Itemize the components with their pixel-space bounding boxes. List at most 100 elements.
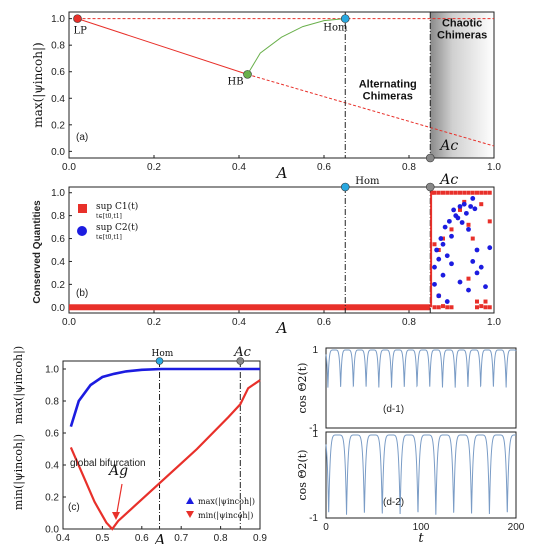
panel-a-ylabel: max(|ψincoh|) [31,42,45,127]
blue-dot-point-3 [438,236,444,241]
legend-c2-text: sup C2(t) [96,222,138,233]
red-square-point-37 [483,299,488,304]
panel-d1: 1 -1 (d-1) cos Θ2(t) [296,345,517,434]
panel-a-xlabel: A [275,164,288,182]
blue-dot-point-17 [468,204,474,209]
panel-d2-xtick-0: 0 [323,522,329,533]
panel-d2-ytick-bottom: -1 [309,513,318,524]
panel-b-ytick-5: 1.0 [51,188,65,199]
red-square-point-35 [466,276,471,281]
marker-label-lp: LP [74,26,88,37]
panel-d1-series-line [325,349,517,388]
red-square-point-22 [470,236,475,241]
panel-b-marker-label-ac: Ac [438,172,458,188]
panel-c: 0.0 0.2 0.4 0.6 0.8 1.0 0.4 0.5 0.6 0.7 0.8 0.9 Hom… [12,345,267,544]
panel-b-frame [68,186,495,314]
red-square-point-14 [487,190,492,195]
red-square-point-15 [432,242,437,247]
red-square-point-5 [449,190,454,195]
red-square-point-7 [458,190,462,195]
blue-dot-point-20 [474,247,480,253]
blue-dot-point-27 [466,287,471,293]
marker-hom [340,14,350,23]
panel-b-baseline [69,304,431,311]
red-square-point-0 [430,190,435,195]
panel-a-ytick-4: 0.8 [51,41,65,52]
blue-dot-point-23 [487,245,493,251]
panel-c-ytick-1: 0.2 [45,493,59,504]
blue-dot-point-16 [466,226,471,232]
red-square-point-28 [445,305,450,310]
red-square-point-19 [458,207,462,212]
panel-b-marker-ac [425,182,435,192]
panel-c-marker-label-ac: Ac [233,345,251,360]
blue-dot-point-7 [446,218,452,224]
panel-d2-frame [325,431,517,519]
blue-dot-point-31 [444,299,450,304]
red-square-point-36 [475,299,479,304]
panel-a-ytick-3: 0.6 [51,67,65,78]
panel-a-solid-red-upper [77,18,248,75]
panel-b-ytick-1: 0.2 [51,280,65,291]
panel-a-markers: LP HB Hom Ac [73,14,458,163]
red-square-point-6 [453,190,458,195]
blue-dot-point-5 [442,224,448,230]
panel-d1-ytick-bottom: -1 [309,423,318,434]
blue-dot-point-18 [470,196,476,201]
blue-dot-point-14 [461,201,467,207]
red-square-point-8 [462,190,467,195]
panel-b-marker-hom [340,182,350,192]
red-square-point-21 [466,222,471,227]
panel-b-marker-label-hom: Hom [355,176,380,187]
panel-d2-xtick-100: 100 [413,522,430,533]
region-label-chaotic-2: Chimeras [437,30,487,42]
legend-square-marker [78,204,87,213]
panel-d2-ytick-top: 1 [312,429,318,440]
panel-a: 0.0 0.2 0.4 0.6 0.8 1.0 0.0 0.2 0.4 0.6 0.8 1.0 LP H… [31,11,501,182]
blue-dot-point-2 [436,256,442,262]
panel-c-data [69,361,261,531]
panel-a-green-curve [247,18,346,75]
panel-b-ytick-0: 0.0 [51,303,65,314]
panel-d1-ylabel: cos Θ2(t) [296,363,309,414]
global-bifurcation-label: global bifurcation [70,458,146,469]
blue-dot-point-1 [434,247,440,253]
blue-dot-point-12 [457,204,463,209]
panel-c-max-curve [69,367,260,427]
blue-dot-point-13 [459,220,465,225]
panel-a-ticks: 0.0 0.2 0.4 0.6 0.8 1.0 0.0 0.2 0.4 0.6 0.8 1.0 [51,14,501,173]
panel-a-xtick-3: 0.6 [317,162,331,173]
blue-dot-point-21 [478,264,484,270]
red-square-point-10 [470,190,475,195]
red-square-point-4 [445,190,450,195]
region-label-chaotic: Chaotic [442,18,482,30]
panel-b-ytick-4: 0.8 [51,211,65,222]
red-square-point-26 [436,305,441,310]
red-square-point-11 [475,190,479,195]
panel-c-ticks: 0.0 0.2 0.4 0.6 0.8 1.0 0.4 0.5 0.6 0.7 0.8 0.9 [45,365,267,544]
blue-dot-point-4 [440,241,446,247]
panel-c-ytick-5: 1.0 [45,365,59,376]
panel-c-ylabel-top: max(|ψincoh|) [12,346,26,424]
panel-c-marker-ac [236,357,245,365]
marker-label-hb: HB [228,76,244,87]
panel-b-label: (b) [76,288,88,299]
panel-c-xtick-1: 0.5 [95,533,109,544]
blue-dot-point-8 [449,233,454,239]
ag-arrowhead [112,512,120,520]
panel-c-xtick-2: 0.6 [135,533,149,544]
legend-down-triangle [186,511,194,518]
chaotic-region-band [430,12,494,158]
panel-c-markers: Hom Ac [152,345,252,365]
red-square-point-13 [483,190,488,195]
red-square-point-18 [449,227,454,232]
panel-c-marker-hom [155,357,164,365]
blue-dot-point-19 [472,206,478,212]
red-square-point-27 [441,304,445,309]
panel-c-min-curve [69,379,261,531]
panel-c-xtick-4: 0.8 [214,533,228,544]
red-square-point-23 [479,202,484,207]
panel-b-xtick-2: 0.4 [232,317,246,328]
panel-c-ylabel-bottom: min(|ψincoh|) [12,434,26,510]
